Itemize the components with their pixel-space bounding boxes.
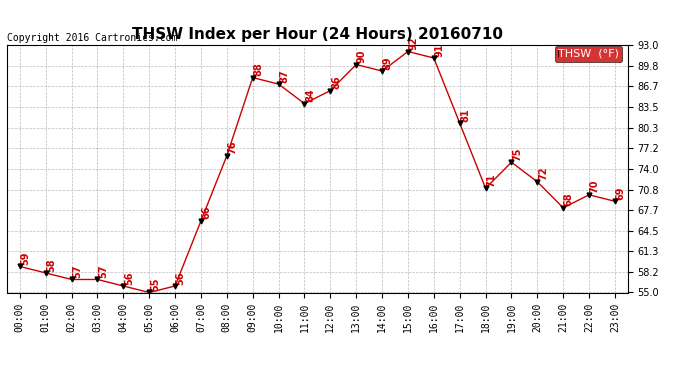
Text: Copyright 2016 Cartronics.com: Copyright 2016 Cartronics.com bbox=[7, 33, 177, 42]
Text: 89: 89 bbox=[383, 56, 393, 70]
Text: 68: 68 bbox=[564, 193, 574, 207]
Text: 71: 71 bbox=[486, 173, 496, 187]
Text: 75: 75 bbox=[512, 147, 522, 161]
Text: 55: 55 bbox=[150, 278, 160, 291]
Text: 72: 72 bbox=[538, 167, 548, 180]
Text: 86: 86 bbox=[331, 76, 341, 89]
Text: 70: 70 bbox=[590, 180, 600, 194]
Text: 56: 56 bbox=[124, 271, 134, 285]
Text: 58: 58 bbox=[46, 258, 57, 272]
Text: 88: 88 bbox=[253, 62, 264, 76]
Text: 56: 56 bbox=[176, 271, 186, 285]
Text: 66: 66 bbox=[201, 206, 212, 219]
Text: 84: 84 bbox=[305, 88, 315, 102]
Text: 57: 57 bbox=[72, 265, 82, 278]
Text: 87: 87 bbox=[279, 69, 289, 83]
Text: 81: 81 bbox=[460, 108, 471, 122]
Text: 57: 57 bbox=[98, 265, 108, 278]
Legend: THSW  (°F): THSW (°F) bbox=[555, 46, 622, 62]
Text: 92: 92 bbox=[408, 37, 419, 50]
Text: 76: 76 bbox=[228, 141, 237, 154]
Text: 69: 69 bbox=[615, 186, 626, 200]
Text: 91: 91 bbox=[435, 43, 444, 57]
Text: 59: 59 bbox=[21, 252, 30, 265]
Title: THSW Index per Hour (24 Hours) 20160710: THSW Index per Hour (24 Hours) 20160710 bbox=[132, 27, 503, 42]
Text: 90: 90 bbox=[357, 50, 367, 63]
